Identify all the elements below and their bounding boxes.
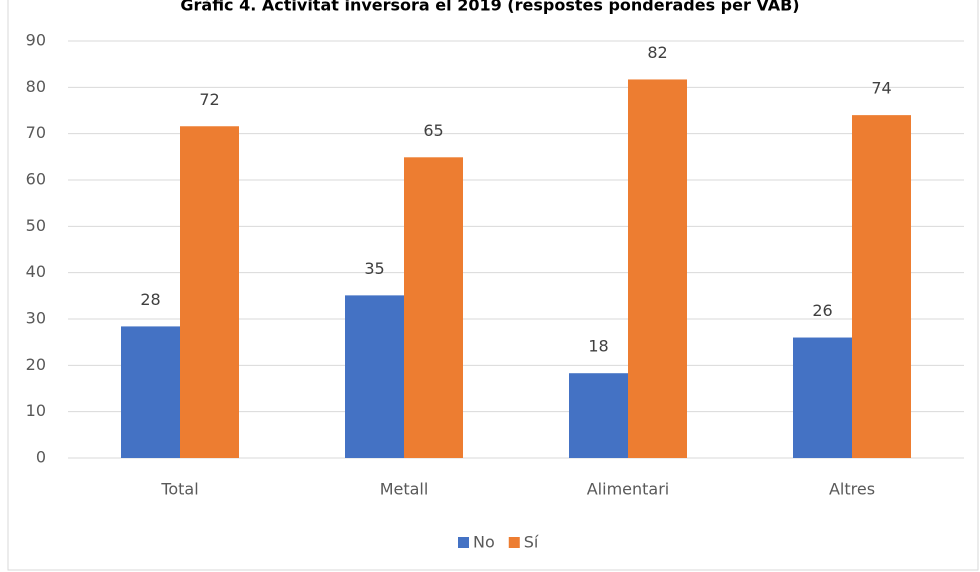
legend-swatch	[508, 537, 520, 548]
bar	[121, 326, 180, 458]
data-label: 74	[871, 79, 891, 98]
data-label: 82	[647, 43, 667, 62]
legend-label: Sí	[524, 533, 539, 552]
y-tick-label: 10	[26, 401, 46, 420]
y-tick-label: 80	[26, 77, 46, 96]
bar	[404, 157, 463, 458]
y-tick-label: 50	[26, 216, 46, 235]
data-label: 28	[140, 290, 160, 309]
y-tick-label: 60	[26, 170, 46, 189]
legend-label: No	[473, 533, 495, 552]
data-label: 65	[423, 121, 443, 140]
data-label: 18	[588, 337, 608, 356]
bar	[569, 373, 628, 458]
y-tick-label: 20	[26, 355, 46, 374]
bar	[180, 126, 239, 459]
x-tick-label: Metall	[380, 480, 429, 499]
bar	[793, 337, 852, 458]
chart-title: Gràfic 4. Activitat inversora el 2019 (r…	[180, 0, 799, 15]
y-tick-label: 90	[26, 31, 46, 50]
x-tick-label: Altres	[829, 480, 875, 499]
data-label: 26	[812, 301, 832, 320]
y-tick-label: 40	[26, 262, 46, 281]
data-label: 35	[364, 259, 384, 278]
legend-swatch	[458, 537, 469, 548]
bar	[345, 295, 404, 458]
y-tick-label: 0	[36, 448, 46, 467]
bar	[628, 79, 687, 458]
chart-border	[7, 0, 979, 571]
x-tick-label: Alimentari	[587, 480, 670, 499]
bar	[852, 115, 911, 458]
y-tick-label: 30	[26, 309, 46, 328]
x-tick-label: Total	[160, 480, 198, 499]
y-tick-label: 70	[26, 123, 46, 142]
data-label: 72	[199, 90, 219, 109]
